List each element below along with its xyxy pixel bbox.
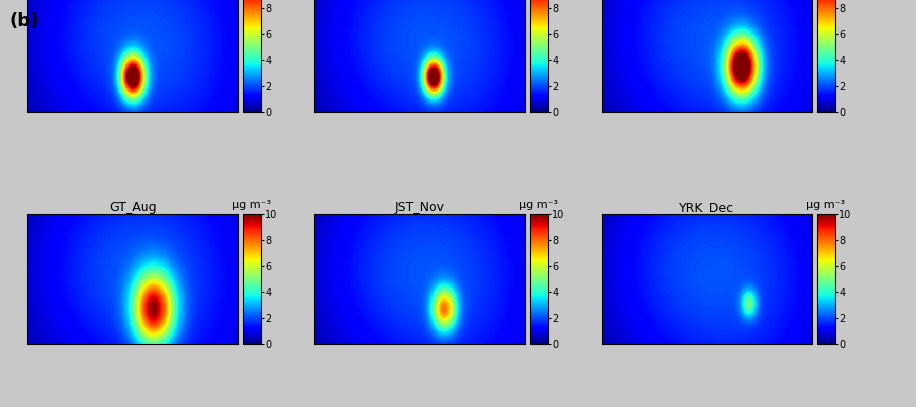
- Text: (b): (b): [9, 12, 38, 30]
- Title: GT_Aug: GT_Aug: [109, 201, 157, 214]
- Text: μg m⁻³: μg m⁻³: [519, 199, 559, 210]
- Text: μg m⁻³: μg m⁻³: [806, 199, 845, 210]
- Title: JST_Nov: JST_Nov: [395, 201, 445, 214]
- Title: YRK_Dec: YRK_Dec: [680, 201, 735, 214]
- Text: μg m⁻³: μg m⁻³: [233, 199, 271, 210]
